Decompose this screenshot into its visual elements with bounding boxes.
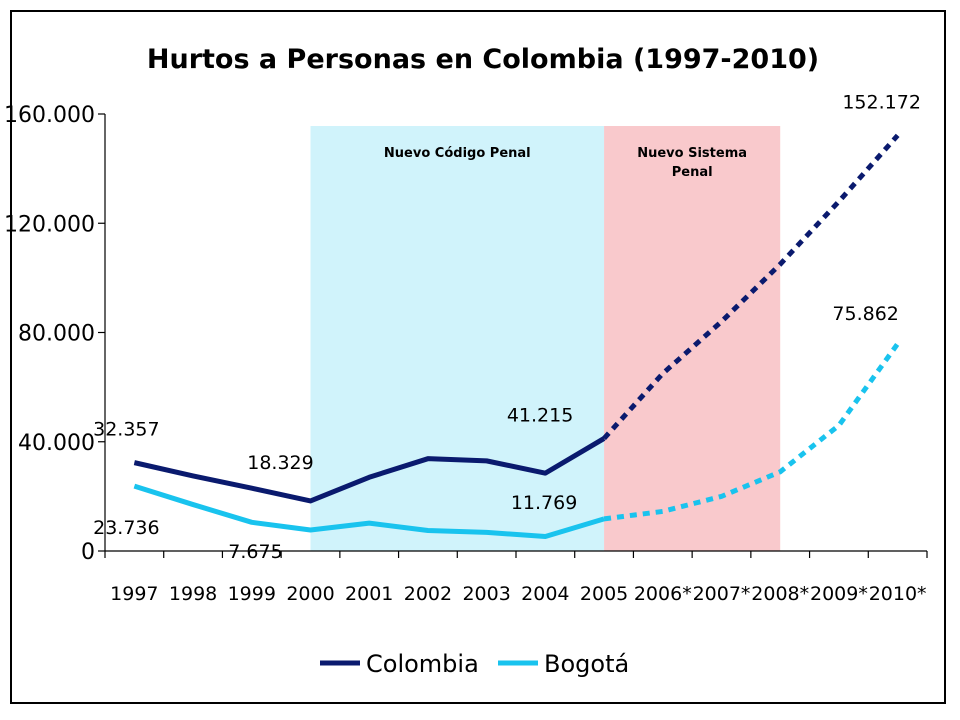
x-tick-label: 2004: [521, 583, 569, 605]
series-layer: [133, 133, 900, 540]
data-labels-layer: 32.357 18.329 41.215 152.172 23.736 7.675 11.7…: [93, 91, 921, 563]
y-tick-label: 120.000: [4, 212, 95, 237]
legend-label-colombia: Colombia: [366, 650, 479, 678]
data-label: 11.769: [511, 492, 577, 514]
data-label: 7.675: [228, 541, 282, 563]
x-tick-label: 2006*: [634, 583, 692, 605]
y-tick-label: 40.000: [18, 431, 95, 456]
x-tick-label: 2008*: [751, 583, 809, 605]
band-label-1: Penal: [672, 165, 713, 180]
band-0: [310, 126, 605, 551]
x-tick-label: 2010*: [869, 583, 927, 605]
x-tick-label: 2003: [462, 583, 510, 605]
legend-label-bogotá: Bogotá: [544, 650, 629, 678]
data-label: 41.215: [507, 404, 573, 426]
x-tick-label: 2009*: [810, 583, 868, 605]
y-tick-label: 80.000: [18, 322, 95, 347]
legend: Colombia Bogotá: [320, 650, 629, 678]
x-tick-label: 1998: [169, 583, 217, 605]
x-tick-label: 2001: [345, 583, 393, 605]
chart-frame: [10, 10, 946, 704]
series-projection-bogotá: [603, 342, 900, 522]
axes-layer: 0 40.000 80.000 120.000 160.000 1997 1998 1999 2…: [4, 103, 928, 605]
band-label-0: Nuevo Código Penal: [384, 146, 531, 161]
y-tick-label: 160.000: [4, 103, 95, 128]
bands-layer: Nuevo Código Penal Nuevo Sistema Penal: [310, 126, 781, 551]
data-label: 32.357: [93, 419, 159, 441]
data-label: 23.736: [93, 517, 159, 539]
x-tick-label: 2002: [404, 583, 452, 605]
band-1: [604, 126, 781, 551]
x-tick-label: 1997: [110, 583, 158, 605]
x-tick-label: 2005: [580, 583, 628, 605]
y-tick-label: 0: [81, 540, 95, 565]
x-tick-label: 1999: [228, 583, 276, 605]
chart-title: Hurtos a Personas en Colombia (1997-2010…: [147, 44, 819, 75]
x-tick-label: 2007*: [693, 583, 751, 605]
x-tick-label: 2000: [286, 583, 334, 605]
data-label: 152.172: [842, 91, 921, 113]
band-label-1: Nuevo Sistema: [637, 146, 747, 161]
data-label: 75.862: [832, 303, 898, 325]
data-label: 18.329: [247, 452, 313, 474]
